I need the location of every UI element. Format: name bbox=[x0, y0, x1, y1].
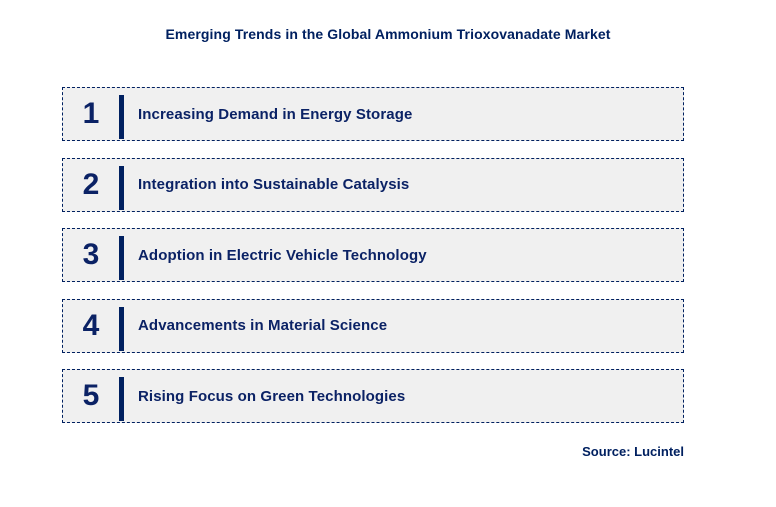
trend-number: 2 bbox=[82, 167, 100, 201]
trend-item-5: 5 Rising Focus on Green Technologies bbox=[62, 369, 684, 423]
divider-bar bbox=[119, 236, 124, 280]
trend-item-4: 4 Advancements in Material Science bbox=[62, 298, 684, 353]
trend-item-2: 2 Integration into Sustainable Catalysis bbox=[62, 157, 684, 212]
divider-bar bbox=[119, 377, 124, 421]
trend-number: 4 bbox=[82, 308, 100, 342]
trend-label: Adoption in Electric Vehicle Technology bbox=[138, 246, 427, 264]
trend-list: 1 Increasing Demand in Energy Storage 2 … bbox=[62, 87, 684, 423]
page-title: Emerging Trends in the Global Ammonium T… bbox=[165, 26, 611, 42]
trend-number: 5 bbox=[82, 379, 100, 412]
trend-item-1: 1 Increasing Demand in Energy Storage bbox=[62, 87, 684, 141]
trend-number: 3 bbox=[82, 238, 100, 271]
divider-bar bbox=[119, 306, 124, 351]
trend-label: Rising Focus on Green Technologies bbox=[138, 387, 406, 405]
divider-bar bbox=[119, 95, 124, 139]
trend-label: Integration into Sustainable Catalysis bbox=[138, 176, 410, 193]
trend-item-3: 3 Adoption in Electric Vehicle Technolog… bbox=[62, 228, 684, 282]
source-credit: Source: Lucintel bbox=[582, 444, 684, 459]
divider-bar bbox=[119, 165, 124, 210]
trend-label: Increasing Demand in Energy Storage bbox=[138, 105, 413, 123]
trend-number: 1 bbox=[82, 97, 100, 130]
trend-label: Advancements in Material Science bbox=[138, 317, 388, 334]
